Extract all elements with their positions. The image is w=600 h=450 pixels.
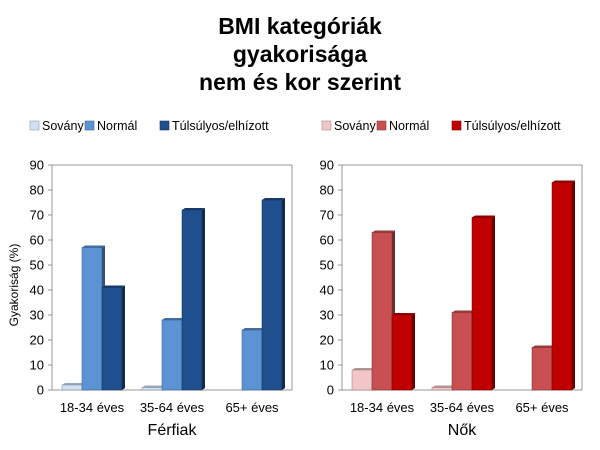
y-tick-label: 70 <box>30 208 44 223</box>
bar-1-2 <box>531 345 555 391</box>
legend-swatch-0 <box>321 120 332 131</box>
y-tick-label: 40 <box>30 283 44 298</box>
bar-0-1 <box>431 385 455 391</box>
chart-title-line-1: BMI kategóriák <box>218 13 382 39</box>
bar-1-1 <box>161 318 185 391</box>
chart-title: BMI kategóriák gyakorisága nem és kor sz… <box>0 12 600 96</box>
bar-1-0 <box>371 230 395 391</box>
chart-title-line-3: nem és kor szerint <box>199 69 401 95</box>
legend-swatch-1 <box>376 120 387 131</box>
y-tick-label: 80 <box>30 183 44 198</box>
x-tick-label: 18-34 éves <box>350 400 415 415</box>
bar-2-2 <box>261 198 285 391</box>
legend-label-1: Normál <box>97 119 137 133</box>
x-tick-label: 65+ éves <box>515 400 569 415</box>
y-tick-label: 90 <box>30 158 44 173</box>
x-tick-label: 35-64 éves <box>140 400 205 415</box>
bar-1-1 <box>451 310 475 391</box>
x-axis-label: Nők <box>448 422 477 439</box>
y-tick-label: 30 <box>320 308 334 323</box>
bar-0-0 <box>61 383 85 391</box>
chart-panel-men: Sovány Normál Túlsúlyos/elhízott 0 10 20 30 40 5… <box>29 119 293 439</box>
x-tick-label: 35-64 éves <box>430 400 495 415</box>
legend-label-2: Túlsúlyos/elhízott <box>172 119 269 133</box>
y-axis-label: Gyakoriság (%) <box>7 244 21 327</box>
y-tick-label: 10 <box>320 358 334 373</box>
bar-0-0 <box>351 368 375 391</box>
y-tick-label: 60 <box>320 233 334 248</box>
y-tick-label: 20 <box>30 333 44 348</box>
legend-swatch-1 <box>84 120 95 131</box>
legend-swatch-0 <box>29 120 40 131</box>
bar-1-2 <box>241 328 265 391</box>
y-tick-label: 70 <box>320 208 334 223</box>
chart-title-line-2: gyakorisága <box>232 41 368 67</box>
bar-0-1 <box>141 385 165 391</box>
legend-swatch-2 <box>451 120 462 131</box>
y-tick-label: 60 <box>30 233 44 248</box>
bar-2-1 <box>471 215 495 391</box>
y-tick-label: 10 <box>30 358 44 373</box>
bar-2-1 <box>181 208 205 391</box>
x-tick-label: 65+ éves <box>225 400 279 415</box>
y-tick-label: 50 <box>30 258 44 273</box>
x-axis-label: Férfiak <box>148 422 198 439</box>
y-tick-label: 30 <box>30 308 44 323</box>
bar-2-0 <box>391 313 415 391</box>
y-tick-label: 0 <box>327 383 334 398</box>
legend-swatch-2 <box>159 120 170 131</box>
bar-2-2 <box>551 180 575 391</box>
y-tick-label: 50 <box>320 258 334 273</box>
y-tick-label: 90 <box>320 158 334 173</box>
x-tick-label: 18-34 éves <box>60 400 125 415</box>
bar-2-0 <box>101 285 125 391</box>
legend-label-1: Normál <box>389 119 429 133</box>
y-tick-label: 80 <box>320 183 334 198</box>
y-tick-label: 20 <box>320 333 334 348</box>
bar-1-0 <box>81 245 105 391</box>
legend-label-0: Sovány <box>334 119 376 133</box>
y-tick-label: 40 <box>320 283 334 298</box>
legend-label-0: Sovány <box>42 119 84 133</box>
chart-panel-women: Sovány Normál Túlsúlyos/elhízott 0 10 20 30 40 5… <box>320 119 583 439</box>
y-tick-label: 0 <box>37 383 44 398</box>
legend-label-2: Túlsúlyos/elhízott <box>464 119 561 133</box>
